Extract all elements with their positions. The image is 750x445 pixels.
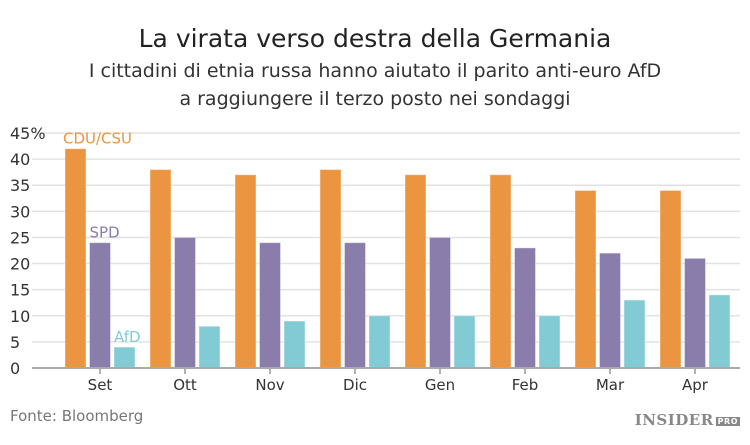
bar-afd-ott <box>198 325 221 369</box>
bar-spd-apr <box>684 257 706 369</box>
y-tick-label: 20 <box>10 255 30 274</box>
bar-afd-feb <box>538 315 561 369</box>
bar-cdu-csu-mar <box>574 189 597 369</box>
x-tick-label: Mar <box>596 376 625 394</box>
bar-afd-nov <box>283 320 306 369</box>
chart-title: La virata verso destra della Germania <box>138 24 612 53</box>
x-tick-label: Apr <box>682 376 709 394</box>
bar-spd-mar <box>599 252 621 369</box>
bar-spd-ott <box>174 236 196 369</box>
x-tick-label: Nov <box>255 376 284 394</box>
bar-afd-gen <box>453 315 476 369</box>
y-tick-label: 25 <box>10 228 30 247</box>
x-tick-label: Set <box>88 376 113 394</box>
y-tick-label: 0 <box>10 359 20 378</box>
bar-spd-gen <box>429 236 451 369</box>
x-tick-label: Gen <box>425 376 455 394</box>
bar-spd-set <box>89 242 111 369</box>
chart-subtitle-line2: a raggiungere il terzo posto nei sondagg… <box>179 88 571 110</box>
bar-afd-apr <box>708 294 731 369</box>
y-tick-label: 5 <box>10 333 20 352</box>
bar-afd-dic <box>368 315 391 369</box>
bar-spd-dic <box>344 242 366 369</box>
bar-cdu-csu-ott <box>149 169 172 369</box>
bar-cdu-csu-dic <box>319 169 342 369</box>
bar-cdu-csu-apr <box>659 189 682 369</box>
y-tick-label: 30 <box>10 202 30 221</box>
logo-badge: PRO <box>715 416 740 426</box>
source-label: Fonte: Bloomberg <box>10 407 144 425</box>
x-tick-label: Feb <box>512 376 539 394</box>
bar-spd-nov <box>259 242 281 369</box>
bar-afd-mar <box>623 299 646 369</box>
bar-cdu-csu-set <box>64 148 87 369</box>
y-tick-label: 10 <box>10 307 30 326</box>
y-tick-label: 35 <box>10 176 30 195</box>
bar-afd-set <box>113 346 136 369</box>
insider-pro-logo: INSIDER PRO <box>635 411 740 429</box>
series-label-afd: AfD <box>114 328 141 346</box>
series-label-cdu-csu: CDU/CSU <box>63 130 132 148</box>
chart-subtitle-line1: I cittadini di etnia russa hanno aiutato… <box>88 60 662 82</box>
bar-cdu-csu-gen <box>404 174 427 369</box>
x-tick-label: Dic <box>343 376 367 394</box>
bar-cdu-csu-nov <box>234 174 257 369</box>
bar-spd-feb <box>514 247 536 369</box>
logo-text: INSIDER <box>634 411 714 429</box>
y-tick-label: 45% <box>10 124 46 143</box>
x-tick-label: Ott <box>173 376 197 394</box>
series-label-spd: SPD <box>90 224 120 242</box>
y-tick-label: 40 <box>10 150 30 169</box>
bar-cdu-csu-feb <box>489 174 512 369</box>
y-tick-label: 15 <box>10 281 30 300</box>
